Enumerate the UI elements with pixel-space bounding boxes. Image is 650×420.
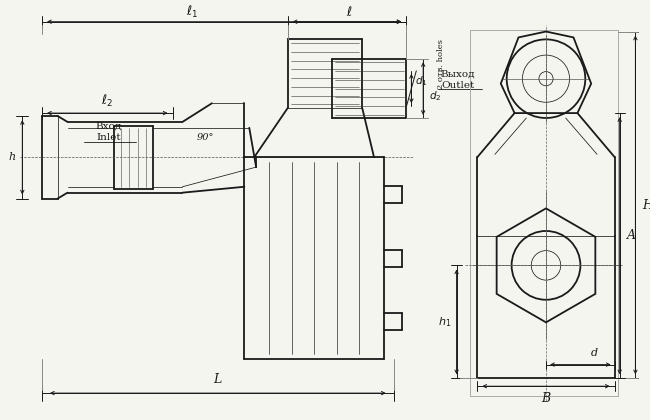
Text: L: L bbox=[213, 373, 221, 386]
Text: $\ell_1$: $\ell_1$ bbox=[187, 4, 198, 20]
Text: B: B bbox=[541, 391, 551, 404]
Text: 2 отв. holes: 2 отв. holes bbox=[437, 39, 445, 89]
Text: Outlet: Outlet bbox=[441, 81, 474, 90]
Text: h: h bbox=[9, 152, 16, 162]
Text: $h_1$: $h_1$ bbox=[438, 315, 452, 329]
Text: Выход: Выход bbox=[440, 69, 474, 78]
Text: $\ell_2$: $\ell_2$ bbox=[101, 93, 113, 109]
Text: $d_1$: $d_1$ bbox=[415, 74, 428, 87]
Text: $d_2$: $d_2$ bbox=[429, 89, 441, 103]
Text: Inlet: Inlet bbox=[96, 133, 121, 142]
Text: $\ell$: $\ell$ bbox=[346, 5, 353, 19]
Text: Вход: Вход bbox=[96, 121, 122, 130]
Text: 90°: 90° bbox=[196, 133, 214, 142]
Text: H: H bbox=[642, 199, 650, 212]
Text: d: d bbox=[591, 348, 598, 358]
Text: A: A bbox=[627, 229, 636, 242]
